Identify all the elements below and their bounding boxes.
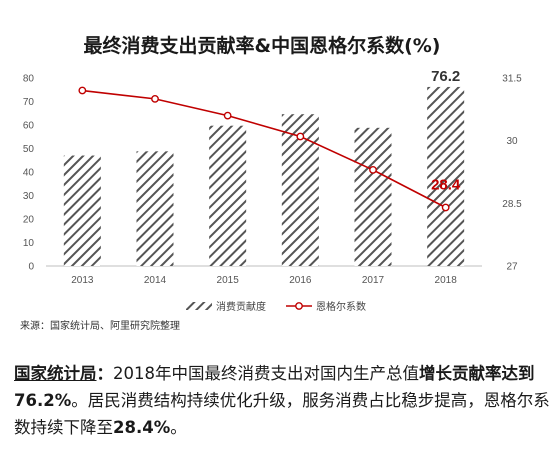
- caption-bold2: 28.4%: [113, 418, 171, 437]
- data-label: 76.2: [431, 68, 460, 85]
- y-left-tick-label: 60: [23, 121, 35, 132]
- x-tick-label: 2018: [435, 275, 458, 286]
- legend-line-marker: [295, 302, 303, 310]
- source-note: 来源：国家统计局、阿里研究院整理: [20, 321, 180, 332]
- line-point: [223, 111, 232, 120]
- bar: [354, 127, 392, 266]
- caption-lead: 国家统计局: [14, 364, 97, 383]
- caption-part1: 2018年中国最终消费支出对国内生产总值: [113, 364, 419, 383]
- y-left-tick-label: 30: [23, 191, 35, 202]
- x-tick-label: 2015: [217, 275, 240, 286]
- bar: [427, 86, 465, 267]
- legend-line-label: 恩格尔系数: [316, 300, 366, 313]
- bar: [63, 155, 101, 266]
- x-tick-label: 2017: [362, 275, 385, 286]
- y-left-tick-label: 80: [23, 74, 35, 85]
- line-series: [82, 89, 447, 209]
- x-tick-label: 2014: [144, 275, 167, 286]
- y-right-tick-label: 28.5: [502, 199, 522, 210]
- bar: [136, 151, 174, 266]
- line-point: [151, 94, 159, 103]
- x-tick-label: 2016: [289, 275, 312, 286]
- bar: [209, 125, 247, 266]
- line-point: [441, 203, 450, 212]
- caption-end: 。: [170, 418, 187, 437]
- y-left-tick-label: 70: [23, 97, 35, 108]
- y-left-tick-label: 0: [28, 262, 34, 273]
- caption-text: 国家统计局：2018年中国最终消费支出对国内生产总值增长贡献率达到76.2%。居…: [14, 360, 554, 441]
- line-point: [369, 166, 377, 174]
- chart-title: 最终消费支出贡献率&中国恩格尔系数(%): [84, 34, 441, 57]
- y-right-tick-label: 30: [506, 136, 518, 147]
- y-left-tick-label: 50: [23, 144, 35, 155]
- y-right-tick-label: 31.5: [502, 74, 522, 85]
- data-label: 28.4: [431, 177, 461, 194]
- chart: 最终消费支出贡献率&中国恩格尔系数(%) 0 10 20 30 40 50 60 70 80 27…: [23, 34, 522, 313]
- caption-colon: ：: [96, 364, 114, 383]
- caption-part2: 。居民消费结构持续优化升级，服务消费占比稳步提高，恩格尔系数持续下降至: [14, 391, 550, 437]
- x-tick-label: 2013: [71, 275, 94, 286]
- y-right-tick-label: 27: [506, 262, 518, 273]
- legend-bar-label: 消费贡献度: [216, 300, 266, 313]
- y-left-tick-label: 10: [23, 238, 35, 249]
- y-left-tick-label: 40: [23, 168, 35, 179]
- legend-bar-swatch: [186, 302, 212, 310]
- line-point: [78, 86, 87, 95]
- caption-bold1: 增长贡献率达到76.2%: [14, 364, 535, 410]
- y-left-tick-label: 20: [23, 215, 35, 226]
- line-point: [296, 132, 305, 141]
